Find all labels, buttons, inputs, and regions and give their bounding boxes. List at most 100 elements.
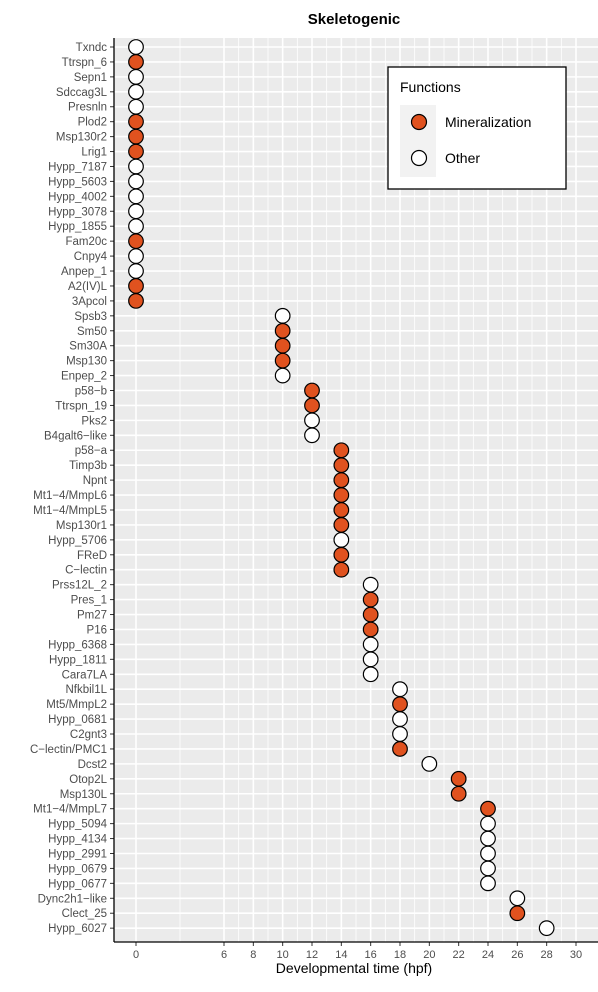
x-tick-label: 26 xyxy=(511,949,523,961)
data-point xyxy=(333,561,350,578)
gene-label: Fam20c xyxy=(65,236,107,248)
gene-label: C−lectin xyxy=(65,565,107,577)
data-point xyxy=(128,128,144,145)
data-point xyxy=(128,83,144,100)
gene-label: Sm50 xyxy=(77,326,107,338)
gene-label: Pm27 xyxy=(77,610,107,622)
x-tick-label: 30 xyxy=(570,949,582,961)
x-tick-label: 10 xyxy=(277,949,289,961)
x-tick-label: 20 xyxy=(423,949,435,961)
gene-label: Cnpy4 xyxy=(74,251,108,263)
data-point xyxy=(333,472,350,489)
data-point xyxy=(128,173,144,190)
data-point xyxy=(362,591,379,608)
data-point xyxy=(304,382,320,399)
data-point xyxy=(304,412,320,429)
gene-label: p58−b xyxy=(75,386,107,398)
chart-title: Skeletogenic xyxy=(308,11,401,28)
data-point xyxy=(128,39,144,55)
gene-label: Msp130L xyxy=(60,789,108,801)
gene-label: Hypp_2991 xyxy=(48,848,107,860)
x-tick-label: 12 xyxy=(306,949,318,961)
data-point xyxy=(333,442,350,459)
gene-label: Lrig1 xyxy=(81,147,107,159)
gene-label: Hypp_1855 xyxy=(48,221,107,233)
data-point xyxy=(480,830,496,847)
gene-label: Msp130r1 xyxy=(56,520,107,532)
legend-label-mineralization: Mineralization xyxy=(445,114,531,130)
data-point xyxy=(128,143,144,160)
data-point xyxy=(128,113,144,130)
gene-label: P16 xyxy=(87,624,107,636)
gene-label: Mt1−4/MmpL6 xyxy=(33,490,107,502)
x-tick-label: 8 xyxy=(250,949,256,961)
data-point xyxy=(509,905,526,922)
data-point xyxy=(333,457,350,474)
data-point xyxy=(274,322,291,339)
data-point xyxy=(128,278,144,294)
data-point xyxy=(362,576,379,593)
x-tick-label: 6 xyxy=(221,949,227,961)
gene-label: Sdccag3L xyxy=(56,87,108,99)
data-point xyxy=(480,845,496,862)
gene-label: Hypp_0677 xyxy=(48,878,107,890)
gene-label: Spsb3 xyxy=(74,311,107,323)
data-point xyxy=(128,263,144,279)
data-point xyxy=(274,307,291,324)
gene-label: A2(IV)L xyxy=(68,281,108,293)
gene-label: Hypp_0681 xyxy=(48,714,107,726)
data-point xyxy=(480,815,496,832)
data-point xyxy=(538,920,555,937)
x-tick-label: 28 xyxy=(541,949,553,961)
data-point xyxy=(128,68,144,85)
data-points xyxy=(128,39,555,937)
gene-label: Hypp_0679 xyxy=(48,863,107,875)
gene-label: Dcst2 xyxy=(78,759,107,771)
data-point xyxy=(362,651,379,668)
x-axis-title: Developmental time (hpf) xyxy=(276,960,432,976)
gene-label: Hypp_6027 xyxy=(48,923,107,935)
data-point xyxy=(128,158,144,175)
data-point xyxy=(304,397,320,414)
data-point xyxy=(392,696,408,713)
gene-label: Ttrspn_6 xyxy=(62,57,107,69)
data-point xyxy=(392,711,408,727)
data-point xyxy=(509,890,526,907)
gene-label: C−lectin/PMC1 xyxy=(30,744,107,756)
data-point xyxy=(480,800,496,817)
gene-label: Pres_1 xyxy=(71,595,107,607)
gene-label: Hypp_6368 xyxy=(48,639,107,651)
data-point xyxy=(128,203,144,220)
data-point xyxy=(128,54,144,70)
gene-label: Hypp_7187 xyxy=(48,161,107,173)
legend-label-other: Other xyxy=(445,150,480,166)
gene-label: Pks2 xyxy=(81,415,107,427)
x-tick-label: 0 xyxy=(133,949,139,961)
data-point xyxy=(362,666,379,683)
gene-label: Ttrspn_19 xyxy=(55,400,107,412)
gene-label: Hypp_4134 xyxy=(48,834,107,846)
gene-label: Mt1−4/MmpL5 xyxy=(33,505,107,517)
gene-label: Nfkbil1L xyxy=(65,684,107,696)
x-tick-label: 22 xyxy=(453,949,465,961)
gene-label: B4galt6−like xyxy=(44,430,107,442)
data-point xyxy=(392,741,408,757)
data-point xyxy=(304,427,320,444)
gene-label: Msp130r2 xyxy=(56,132,107,144)
data-point xyxy=(128,188,144,205)
gene-label: Msp130 xyxy=(66,356,107,368)
data-point xyxy=(362,636,379,653)
gene-label: Mt1−4/MmpL7 xyxy=(33,804,107,816)
legend-title: Functions xyxy=(400,79,461,95)
data-point xyxy=(128,98,144,115)
data-point xyxy=(392,681,408,698)
gene-label: Hypp_5094 xyxy=(48,819,107,831)
gene-label: Timp3b xyxy=(69,460,107,472)
gene-label: Otop2L xyxy=(69,774,107,786)
data-point xyxy=(450,785,467,802)
x-tick-label: 24 xyxy=(482,949,494,961)
axis-ticks: 0 6 8 10 12 14 16 18 20 22 24 26 28 30 Txndc Ttrspn_6 Se… xyxy=(30,42,582,961)
gene-label: Sepn1 xyxy=(74,72,107,84)
gene-label: Txndc xyxy=(76,42,108,54)
